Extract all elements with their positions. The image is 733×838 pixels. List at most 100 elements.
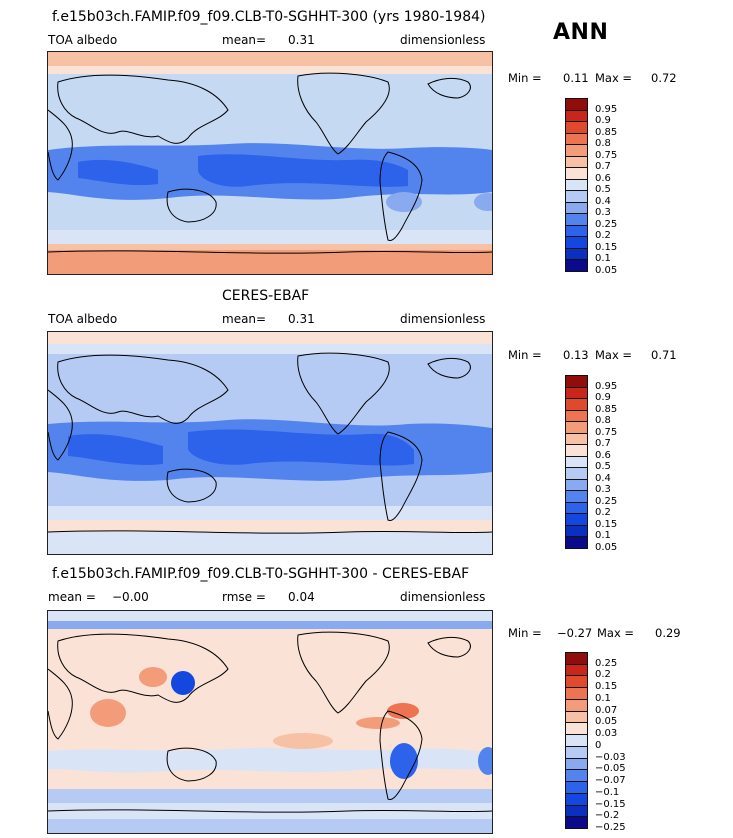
colorbar-tick-label: 0.03	[595, 728, 618, 740]
coastlines	[48, 352, 492, 534]
panel-3-min-label: Min =	[508, 626, 542, 640]
arctic-band	[48, 611, 492, 621]
colorbar-tick-label: 0.4	[595, 195, 611, 207]
colorbar-tick-label: −0.25	[595, 822, 626, 833]
colorbar-tick-label: 0.8	[595, 415, 611, 427]
panel-1-min-value: 0.11	[563, 71, 589, 85]
panel-2-max-label: Max =	[595, 348, 633, 362]
arctic-transition-band	[48, 621, 492, 629]
indian-ocean-minimum-region	[78, 159, 158, 186]
colorbar-tick-label: −0.1	[595, 786, 620, 798]
panel-1-colorbar: 0.95 0.9 0.85 0.8 0.75 0.7 0.6 0.5 0.4 0.3 0.25 0.2…	[565, 98, 645, 276]
pacific-minimum-region	[198, 154, 408, 187]
panel-1-map	[47, 51, 493, 275]
panel-3-rmse-value: 0.04	[288, 590, 315, 604]
panel-1-mean-value: 0.31	[288, 33, 315, 47]
colorbar-tick-label: 0.3	[595, 484, 611, 496]
colorbar-tick-label: 0.2	[595, 669, 611, 681]
arctic-band	[48, 52, 492, 66]
colorbar-tick-label: 0.07	[595, 704, 618, 716]
panel-3-min-value: −0.27	[557, 626, 593, 640]
antarctic-transition-band	[48, 803, 492, 819]
namibia-negative-anomaly	[478, 747, 492, 775]
southern-ocean-band	[48, 506, 492, 524]
colorbar-tick-label: −0.15	[595, 798, 626, 810]
panel-2-min-value: 0.13	[563, 348, 589, 362]
colorbar-tick-label: −0.03	[595, 751, 626, 763]
itcz-positive-anomaly	[356, 717, 400, 729]
colorbar-tick-label: 0.85	[595, 403, 618, 415]
east-pacific-positive-anomaly	[387, 703, 419, 719]
colorbar-tick-label: 0.6	[595, 172, 611, 184]
colorbar-tick-label: 0.95	[595, 103, 618, 115]
colorbar-tick-label: 0.85	[595, 126, 618, 138]
panel-2-mean-label: mean=	[222, 312, 267, 326]
antarctic-transition-band	[48, 244, 492, 250]
colorbar-tick-label: 0.3	[595, 207, 611, 219]
arctic-transition-band	[48, 344, 492, 354]
panel-3-max-label: Max =	[597, 626, 635, 640]
panel-2-max-value: 0.71	[651, 348, 677, 362]
panel-2-title: CERES-EBAF	[222, 288, 310, 304]
colorbar-tick-label: 0.7	[595, 438, 611, 450]
colorbar-tick-label: −0.2	[595, 810, 620, 822]
antarctic-band	[48, 246, 492, 274]
colorbar-tick-label: 0.15	[595, 241, 618, 253]
colorbar-tick-label: 0.2	[595, 230, 611, 242]
colorbar-tick-label: 0.9	[595, 392, 611, 404]
colorbar-tick-label: −0.05	[595, 763, 626, 775]
southern-ocean-band	[48, 230, 492, 246]
colorbar-tick-label: 0.95	[595, 380, 618, 392]
panel-2-mean-value: 0.31	[288, 312, 315, 326]
panel-3-mean-value: −0.00	[112, 590, 149, 604]
colorbar-tick-label: −0.07	[595, 775, 626, 787]
africa-positive-anomaly	[90, 699, 126, 727]
arctic-band	[48, 332, 492, 344]
colorbar-tick-label: 0.8	[595, 138, 611, 150]
panel-2-variable-label: TOA albedo	[48, 312, 118, 326]
peru-stratocumulus	[386, 192, 422, 212]
panel-2-min-label: Min =	[508, 348, 542, 362]
panel-1-title: f.e15b03ch.FAMIP.f09_f09.CLB-T0-SGHHT-30…	[52, 9, 486, 25]
panel-2-units: dimensionless	[400, 312, 486, 326]
colorbar-swatch	[565, 536, 588, 549]
colorbar-tick-label: 0.15	[595, 518, 618, 530]
colorbar-tick-label: 0.1	[595, 530, 611, 542]
colorbar-tick-label: 0.05	[595, 716, 618, 728]
colorbar-tick-label: 0.5	[595, 461, 611, 473]
panel-1-mean-label: mean=	[222, 33, 267, 47]
colorbar-tick-label: 0.9	[595, 115, 611, 127]
colorbar-tick-label: 0.25	[595, 218, 618, 230]
panel-2-map-plot	[48, 332, 492, 554]
panel-1-min-label: Min =	[508, 71, 542, 85]
colorbar-tick-label: 0.7	[595, 161, 611, 173]
panel-3-title: f.e15b03ch.FAMIP.f09_f09.CLB-T0-SGHHT-30…	[52, 566, 470, 582]
colorbar-tick-label: 0.4	[595, 472, 611, 484]
colorbar-tick-label: 0.05	[595, 542, 618, 553]
colorbar-tick-label: 0.1	[595, 692, 611, 704]
coastlines	[48, 72, 492, 254]
antarctic-transition-band	[48, 520, 492, 534]
eurasia-positive-anomaly	[139, 667, 167, 687]
panel-1-units: dimensionless	[400, 33, 486, 47]
panel-1-max-label: Max =	[595, 71, 633, 85]
panel-2-colorbar: 0.95 0.9 0.85 0.8 0.75 0.7 0.6 0.5 0.4 0.3 0.25 0.2…	[565, 375, 645, 553]
panel-3-map	[47, 610, 493, 834]
indian-ocean-minimum-region	[68, 434, 163, 465]
colorbar-tick-label: 0.5	[595, 184, 611, 196]
panel-3-rmse-label: rmse =	[222, 590, 266, 604]
coastlines	[48, 631, 492, 813]
panel-1-map-plot	[48, 52, 492, 274]
colorbar-tick-label: 0.6	[595, 449, 611, 461]
colorbar-swatch	[565, 816, 588, 829]
colorbar-tick-label: 0.25	[595, 657, 618, 669]
colorbar-tick-label: 0.2	[595, 507, 611, 519]
panel-2-map	[47, 331, 493, 555]
panel-1-variable-label: TOA albedo	[48, 33, 118, 47]
arctic-transition-band	[48, 66, 492, 74]
colorbar-swatch	[565, 259, 588, 272]
panel-3-units: dimensionless	[400, 590, 486, 604]
panel-3-mean-label: mean =	[48, 590, 96, 604]
panel-3-max-value: 0.29	[655, 626, 681, 640]
season-label: ANN	[553, 20, 609, 45]
